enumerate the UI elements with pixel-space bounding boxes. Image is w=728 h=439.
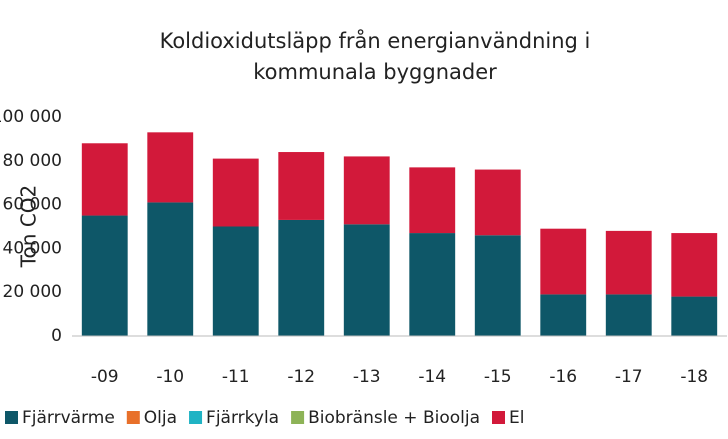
bar-segment [343, 156, 390, 225]
legend-label: Biobränsle + Bioolja [308, 408, 480, 428]
y-tick-label: 0 [51, 326, 62, 346]
legend-swatch [5, 411, 18, 424]
y-tick-label: 80 000 [3, 151, 62, 171]
bar-segment [605, 230, 652, 295]
bar-segment [409, 233, 456, 336]
bar-segment [671, 233, 718, 297]
bar-segment [212, 226, 259, 336]
x-tick-label: -17 [615, 367, 643, 387]
x-tick-label: -18 [680, 367, 708, 387]
bar-segment [278, 152, 325, 220]
x-tick-label: -15 [484, 367, 512, 387]
x-tick-label: -13 [353, 367, 381, 387]
legend-label: Fjärrvärme [22, 408, 115, 428]
bar-segment [343, 224, 390, 336]
bar-segment [474, 235, 521, 336]
y-axis-label: Ton CO2 [17, 185, 41, 269]
bar-segment [212, 158, 259, 227]
bar-segment [409, 167, 456, 234]
bar-segment [81, 143, 128, 216]
legend-label: El [509, 408, 524, 428]
bar-segment [147, 132, 194, 203]
x-tick-label: -10 [156, 367, 184, 387]
x-tick-label: -14 [418, 367, 446, 387]
y-tick-label: 100 000 [0, 107, 62, 127]
bar-segment [540, 294, 587, 336]
legend-label: Olja [144, 408, 177, 428]
chart-title: Koldioxidutsläpp från energianvändning i [160, 28, 591, 53]
legend-swatch [189, 411, 203, 424]
bar-segment [147, 202, 194, 336]
x-tick-label: -16 [549, 367, 577, 387]
x-tick-label: -11 [222, 367, 250, 387]
legend-swatch [126, 411, 140, 424]
x-tick-label: -09 [91, 367, 119, 387]
bar-segment [540, 228, 587, 295]
bar-segment [81, 215, 128, 336]
bar-segment [671, 296, 718, 336]
y-tick-label: 40 000 [3, 238, 62, 258]
y-tick-label: 60 000 [3, 195, 62, 215]
x-tick-label: -12 [287, 367, 315, 387]
legend-swatch [492, 411, 505, 424]
bar-segment [278, 219, 325, 336]
bar-segment [474, 169, 521, 236]
chart-title: kommunala byggnader [253, 60, 497, 84]
y-tick-label: 20 000 [3, 282, 62, 302]
bar-segment [605, 294, 652, 336]
legend-label: Fjärrkyla [206, 408, 279, 428]
legend-swatch [291, 411, 305, 424]
